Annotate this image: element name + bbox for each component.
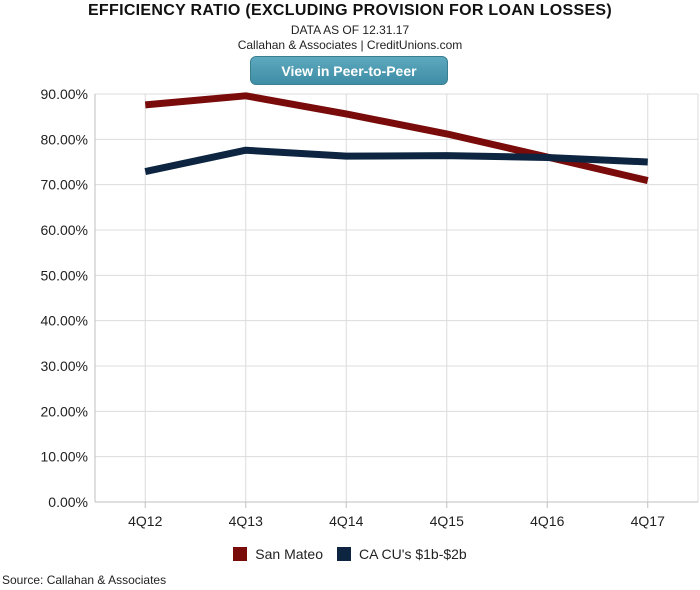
y-tick-label: 70.00%: [41, 177, 88, 193]
legend-swatch-san-mateo: [233, 547, 248, 561]
x-tick-label: 4Q13: [229, 513, 263, 529]
legend-item-ca-cus[interactable]: CA CU's $1b-$2b: [336, 546, 467, 562]
x-tick-label: 4Q17: [631, 513, 665, 529]
y-tick-label: 20.00%: [41, 403, 88, 419]
legend: San Mateo CA CU's $1b-$2b: [0, 546, 700, 562]
tick-labels: 0.00% 10.00% 20.00% 30.00% 40.00% 50.00% 60.00…: [41, 86, 666, 529]
axes: [94, 94, 698, 508]
grid: [95, 93, 699, 502]
x-tick-label: 4Q14: [329, 513, 363, 529]
y-tick-label: 10.00%: [41, 449, 88, 465]
legend-item-san-mateo[interactable]: San Mateo: [233, 546, 323, 562]
publisher-credit: Callahan & Associates | CreditUnions.com: [237, 38, 463, 52]
x-tick-label: 4Q12: [128, 513, 162, 529]
series-lines: [144, 92, 649, 184]
legend-swatch-ca-cus: [336, 547, 351, 561]
y-tick-label: 80.00%: [41, 131, 88, 147]
legend-label-san-mateo: San Mateo: [255, 546, 323, 562]
data-as-of: DATA AS OF 12.31.17: [290, 23, 410, 37]
source-note: Source: Callahan & Associates: [2, 573, 167, 587]
y-tick-label: 0.00%: [48, 494, 88, 510]
y-tick-label: 50.00%: [41, 267, 88, 283]
series-line-san-mateo[interactable]: [144, 92, 649, 184]
y-tick-label: 90.00%: [41, 86, 88, 102]
y-tick-label: 40.00%: [41, 313, 88, 329]
legend-label-ca-cus: CA CU's $1b-$2b: [358, 546, 467, 562]
series-line-ca-cu-s-1b-2b[interactable]: [144, 146, 648, 175]
x-tick-label: 4Q15: [430, 513, 464, 529]
y-tick-label: 30.00%: [41, 358, 88, 374]
x-tick-label: 4Q16: [530, 513, 564, 529]
line-chart: 0.00% 10.00% 20.00% 30.00% 40.00% 50.00% 60.00…: [41, 86, 699, 529]
y-tick-label: 60.00%: [41, 222, 88, 238]
view-in-peer-to-peer-button[interactable]: View in Peer-to-Peer: [250, 56, 448, 85]
chart-title: EFFICIENCY RATIO (EXCLUDING PROVISION FO…: [87, 2, 613, 19]
